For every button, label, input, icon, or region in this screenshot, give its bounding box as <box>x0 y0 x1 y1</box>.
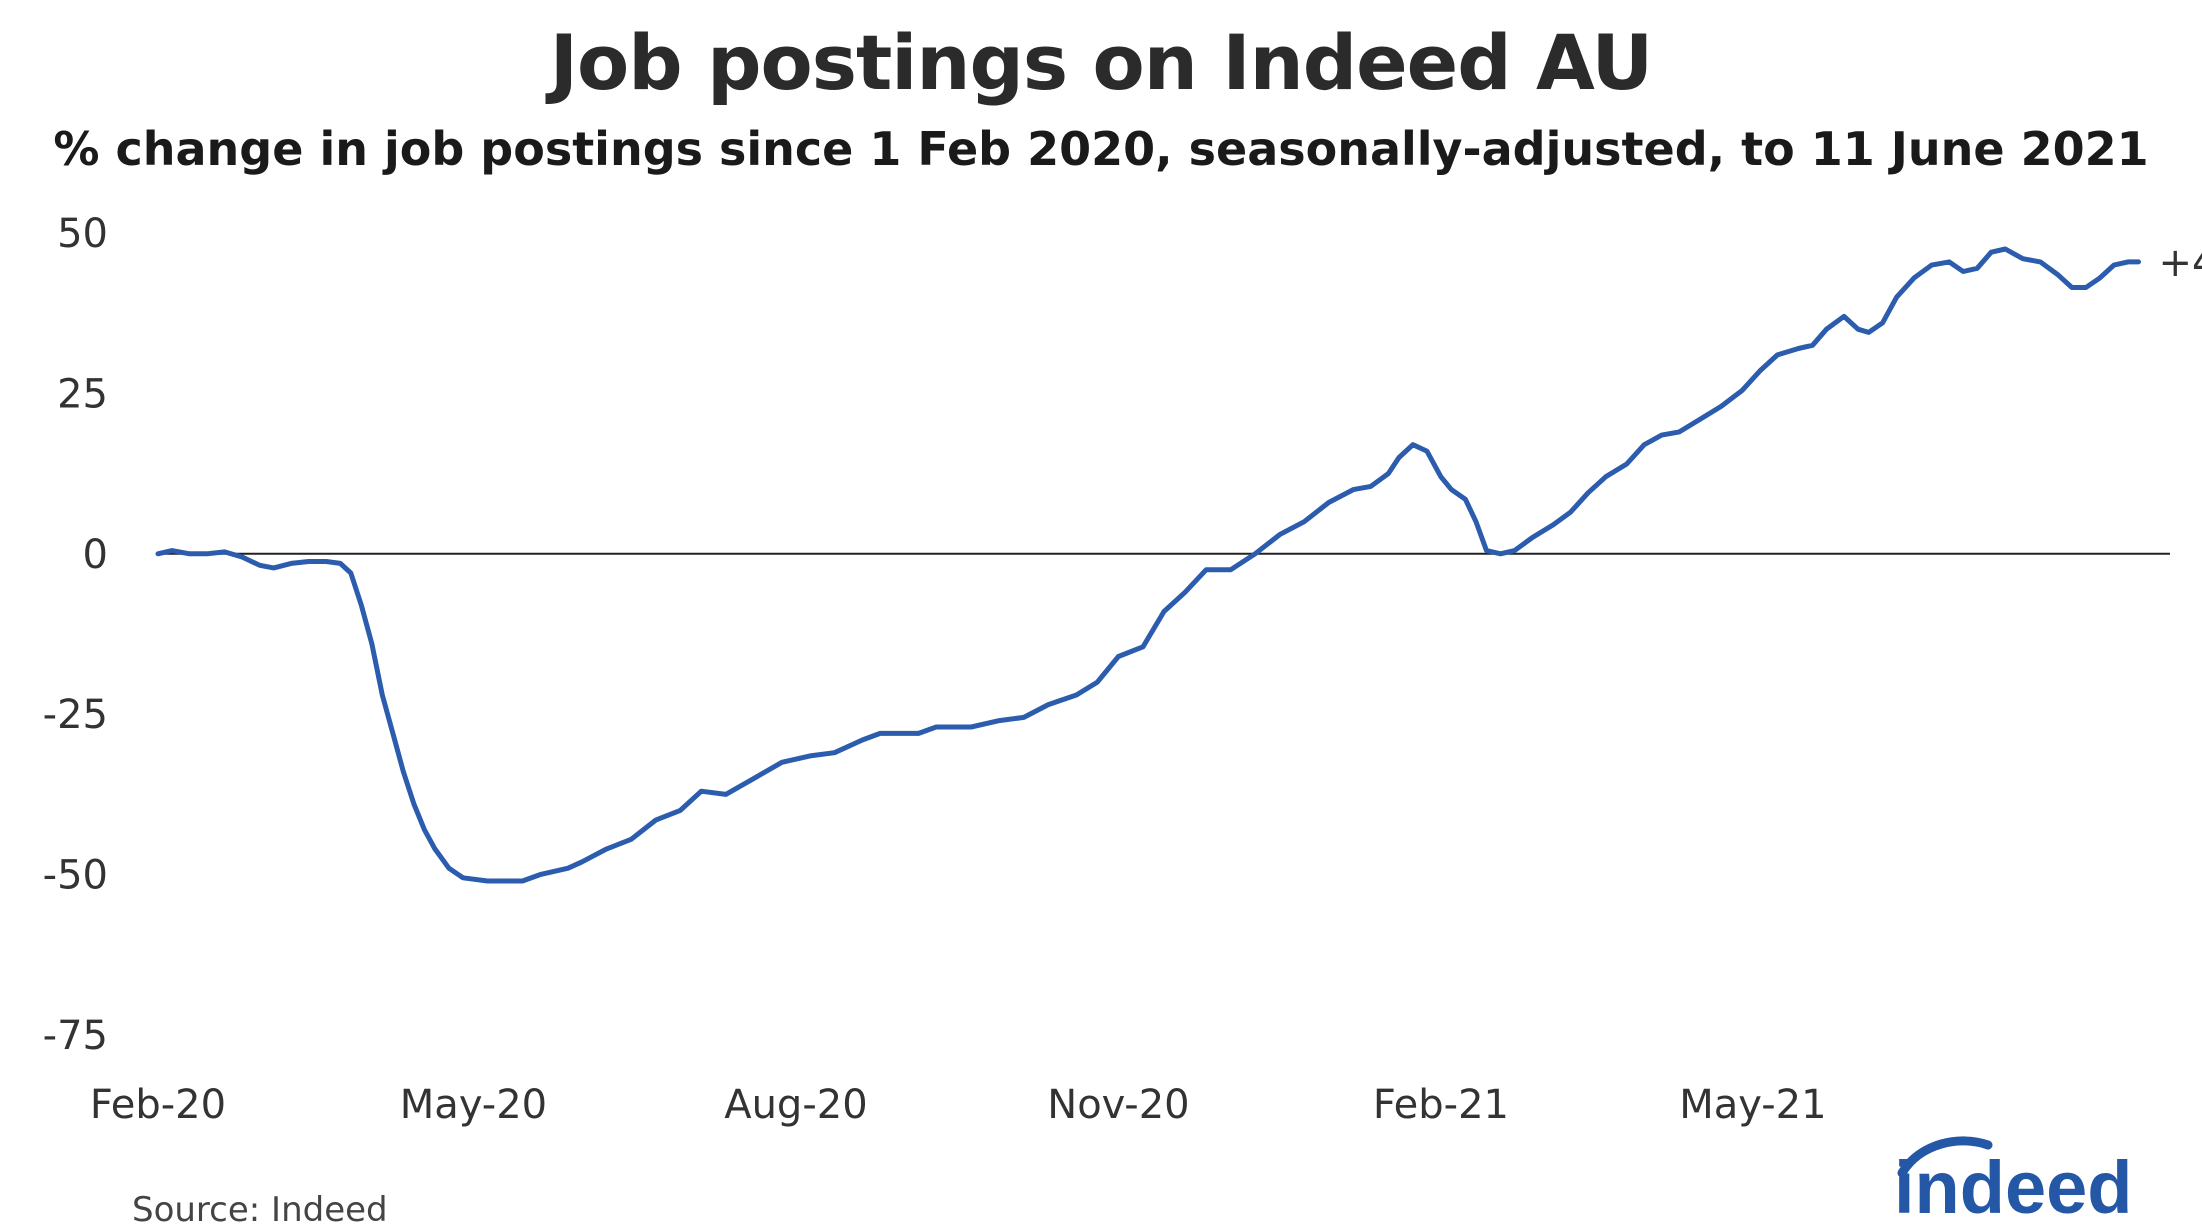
series-layer: +45.5% <box>155 240 2202 884</box>
x-tick-label: Nov-20 <box>1047 1082 1189 1128</box>
y-tick-label: 50 <box>57 211 108 257</box>
y-tick-label: -25 <box>43 692 108 738</box>
x-tick-label: May-21 <box>1679 1082 1826 1128</box>
y-tick-label: 0 <box>83 532 108 578</box>
logo-arc-icon <box>1897 1136 1993 1178</box>
source-note: Source: Indeed <box>132 1190 388 1230</box>
y-tick-label: -50 <box>43 853 108 899</box>
x-tick-label: May-20 <box>400 1082 547 1128</box>
end-value-label: +45.5% <box>2158 240 2202 286</box>
y-tick-label: 25 <box>57 371 108 417</box>
x-tick-label: Aug-20 <box>724 1082 867 1128</box>
chart-title: Job postings on Indeed AU <box>549 18 1654 107</box>
y-axis: 50 25 0 -25 -50 -75 <box>43 211 108 1059</box>
indeed-logo: indeed <box>1894 1136 2132 1225</box>
x-tick-label: Feb-21 <box>1373 1082 1509 1128</box>
series-line <box>155 246 2141 884</box>
logo-wordmark: indeed <box>1894 1146 2132 1225</box>
x-axis: Feb-20 May-20 Aug-20 Nov-20 Feb-21 May-21 <box>90 1082 1827 1128</box>
x-tick-label: Feb-20 <box>90 1082 226 1128</box>
chart-subtitle: % change in job postings since 1 Feb 202… <box>53 122 2149 176</box>
y-tick-label: -75 <box>43 1013 108 1059</box>
